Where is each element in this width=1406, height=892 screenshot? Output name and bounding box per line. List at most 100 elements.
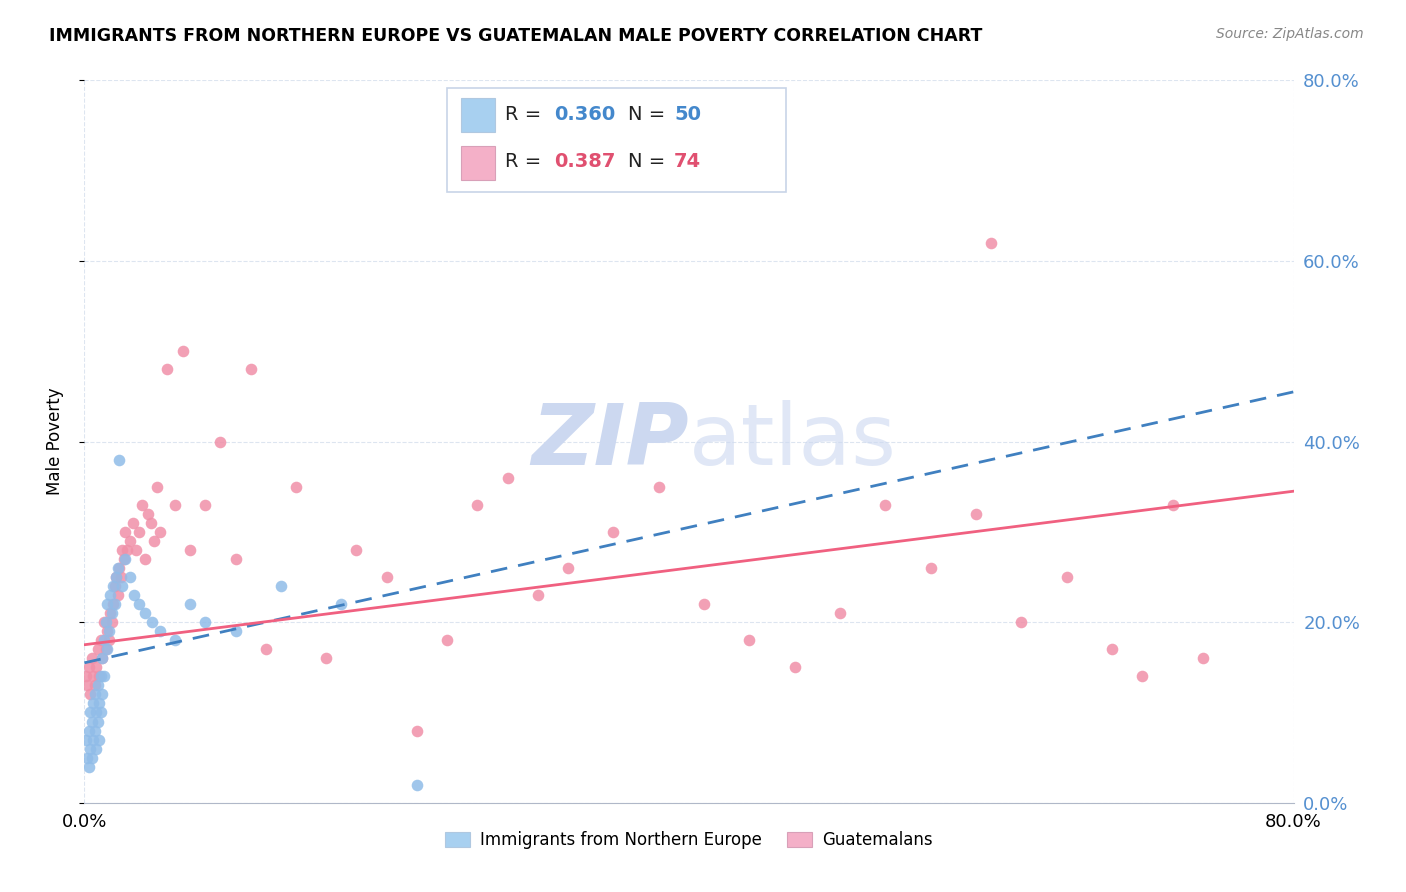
Point [346,542,368,557]
Point [84,678,107,692]
Point [77,723,100,738]
Point [920,561,942,575]
Point [89,669,111,683]
Point [141,615,163,630]
Point [254,642,277,657]
Point [375,570,398,584]
Point [91,651,114,665]
Point [105,570,128,584]
Point [77,660,100,674]
Point [96,642,118,657]
Point [80,714,103,729]
Point [179,542,201,557]
Point [105,570,128,584]
Point [90,633,112,648]
Point [90,706,112,720]
Point [139,516,162,530]
Point [315,651,337,665]
Point [467,498,489,512]
Point [1192,651,1215,665]
Point [79,706,101,720]
Point [194,498,217,512]
Point [100,606,122,620]
Point [91,651,114,665]
Point [80,750,103,764]
Point [1056,570,1078,584]
Point [101,579,124,593]
Point [77,760,100,774]
Point [1011,615,1033,630]
Point [108,452,131,467]
Point [93,615,115,630]
Point [98,606,121,620]
Point [104,597,127,611]
Point [114,524,136,539]
Point [165,498,187,512]
Point [87,714,110,729]
Point [980,235,1002,250]
Point [285,480,308,494]
Point [1161,498,1184,512]
Point [209,434,232,449]
Point [783,660,806,674]
Point [111,542,134,557]
Point [134,552,156,566]
Point [79,741,101,756]
Point [875,498,897,512]
Point [93,669,115,683]
Point [330,597,353,611]
Point [87,642,110,657]
Legend: Immigrants from Northern Europe, Guatemalans: Immigrants from Northern Europe, Guatema… [439,824,939,856]
Point [94,615,117,630]
Point [128,524,150,539]
Point [693,597,716,611]
Point [86,706,108,720]
Point [82,732,104,747]
Point [134,606,156,620]
Point [194,615,217,630]
Point [104,579,127,593]
Point [108,561,131,575]
Point [738,633,761,648]
Point [79,687,101,701]
Point [496,471,519,485]
Point [75,732,97,747]
Point [149,524,172,539]
Text: ZIP: ZIP [531,400,689,483]
Point [75,669,97,683]
Point [100,615,122,630]
Text: Source: ZipAtlas.com: Source: ZipAtlas.com [1216,27,1364,41]
Point [1101,642,1123,657]
Point [115,542,138,557]
Point [270,579,292,593]
Point [225,552,247,566]
Point [86,660,108,674]
Point [111,579,134,593]
Point [118,533,141,548]
Point [172,344,194,359]
Point [89,697,111,711]
Point [406,723,429,738]
Point [80,651,103,665]
Point [165,633,187,648]
Point [125,542,148,557]
Point [149,624,172,639]
Point [965,507,987,521]
Point [648,480,671,494]
Point [84,687,107,701]
Point [89,732,111,747]
Point [76,678,98,692]
Point [602,524,624,539]
Point [557,561,579,575]
Point [142,533,165,548]
Point [101,597,124,611]
Point [136,507,159,521]
Point [156,362,179,376]
Point [121,516,143,530]
Point [107,588,129,602]
Point [112,552,135,566]
Text: atlas: atlas [689,400,897,483]
Point [436,633,458,648]
Point [128,597,150,611]
Point [179,597,201,611]
